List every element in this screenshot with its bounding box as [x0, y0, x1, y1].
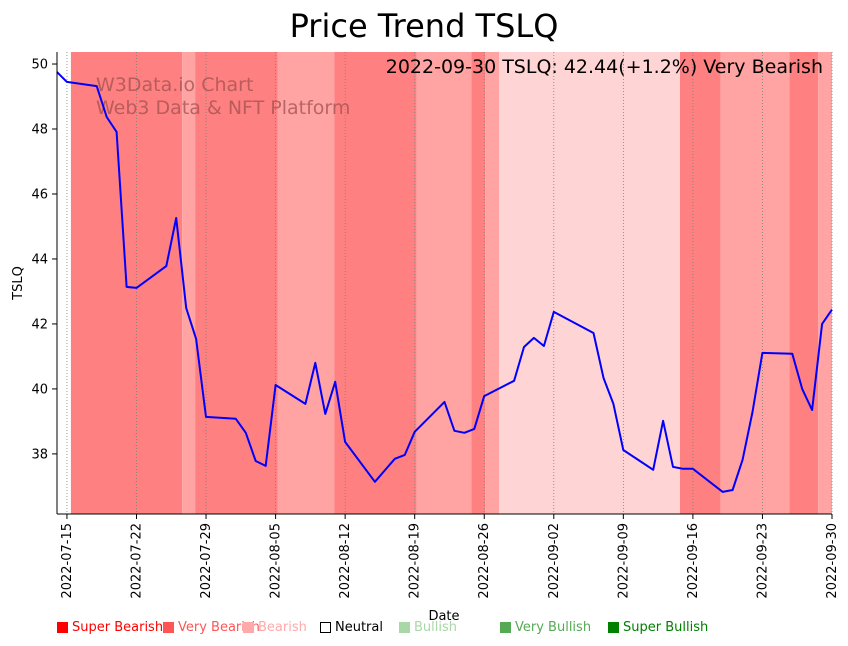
sentiment-band-very-bearish: [471, 52, 486, 514]
y-tick-label: 46: [31, 187, 48, 202]
x-tick-label: 2022-09-30: [825, 523, 840, 599]
y-tick-label: 40: [31, 382, 48, 397]
sentiment-band-bearish: [182, 52, 196, 514]
x-ticks: 2022-07-15 2022-07-22 2022-07-29 2022-08-05…: [60, 514, 840, 599]
legend-label: Super Bullish: [623, 620, 709, 635]
sentiment-band-very-bearish: [334, 52, 417, 514]
price-line: [56, 71, 833, 493]
legend-item-very-bullish: Very Bullish: [500, 620, 591, 635]
watermark: W3Data.io Chart Web3 Data & NFT Platform: [96, 74, 350, 119]
latest-price-annotation: 2022-09-30 TSLQ: 42.44(+1.2%) Very Beari…: [386, 56, 823, 78]
legend-item-super-bearish: Super Bearish: [57, 620, 163, 635]
vertical-gridlines: [66, 52, 833, 514]
sentiment-band-very-bearish: [679, 52, 721, 514]
legend-swatch-icon: [57, 622, 68, 633]
legend-swatch-icon: [500, 622, 511, 633]
legend-item-neutral: Neutral: [320, 620, 383, 635]
x-tick-label: 2022-08-05: [269, 523, 284, 599]
legend-item-super-bullish: Super Bullish: [608, 620, 708, 635]
legend-label: Neutral: [335, 620, 383, 635]
legend-item-very-bearish: Very Bearish: [163, 620, 260, 635]
sentiment-band-bearish: [818, 52, 832, 514]
x-tick-label: 2022-09-16: [686, 523, 701, 599]
legend-label: Super Bearish: [72, 620, 164, 635]
y-ticks: 38 40 42 44 46 48 50: [31, 58, 57, 462]
sentiment-band-very-bearish: [789, 52, 819, 514]
sentiment-band-bearish: [277, 52, 335, 514]
sentiment-band-light-bearish: [499, 52, 680, 514]
y-tick-label: 38: [31, 447, 48, 462]
y-tick-label: 48: [31, 123, 48, 138]
legend-swatch-icon: [163, 622, 174, 633]
sentiment-band-bearish: [720, 52, 790, 514]
sentiment-band-very-bearish: [195, 52, 278, 514]
y-tick-label: 44: [31, 252, 48, 267]
sentiment-bands: [70, 52, 832, 514]
x-tick-label: 2022-09-09: [616, 523, 631, 599]
y-tick-label: 42: [31, 317, 48, 332]
legend-label: Very Bullish: [515, 620, 592, 635]
legend-swatch-icon: [320, 622, 331, 633]
chart-title: Price Trend TSLQ: [290, 7, 559, 45]
legend-item-bullish: Bullish: [399, 620, 457, 635]
legend-label: Bearish: [258, 620, 307, 635]
legend-swatch-icon: [608, 622, 619, 633]
legend-item-bearish: Bearish: [243, 620, 307, 635]
x-tick-label: 2022-08-26: [477, 523, 492, 599]
y-axis-label: TSLQ: [11, 266, 26, 301]
x-tick-label: 2022-09-02: [547, 523, 562, 599]
legend-label: Very Bearish: [178, 620, 260, 635]
x-axis-label: Date: [428, 609, 459, 624]
x-tick-label: 2022-07-29: [199, 523, 214, 599]
x-tick-label: 2022-07-22: [129, 523, 144, 599]
x-tick-label: 2022-08-12: [338, 523, 353, 599]
legend-swatch-icon: [399, 622, 410, 633]
legend-swatch-icon: [243, 622, 254, 633]
watermark-line-2: Web3 Data & NFT Platform: [96, 97, 350, 119]
x-tick-label: 2022-08-19: [408, 523, 423, 599]
watermark-line-1: W3Data.io Chart: [96, 74, 253, 96]
x-tick-label: 2022-07-15: [60, 523, 75, 599]
legend-label: Bullish: [414, 620, 458, 635]
y-tick-label: 50: [31, 58, 48, 73]
sentiment-band-bearish: [485, 52, 500, 514]
x-tick-label: 2022-09-23: [755, 523, 770, 599]
sentiment-band-bearish: [416, 52, 472, 514]
